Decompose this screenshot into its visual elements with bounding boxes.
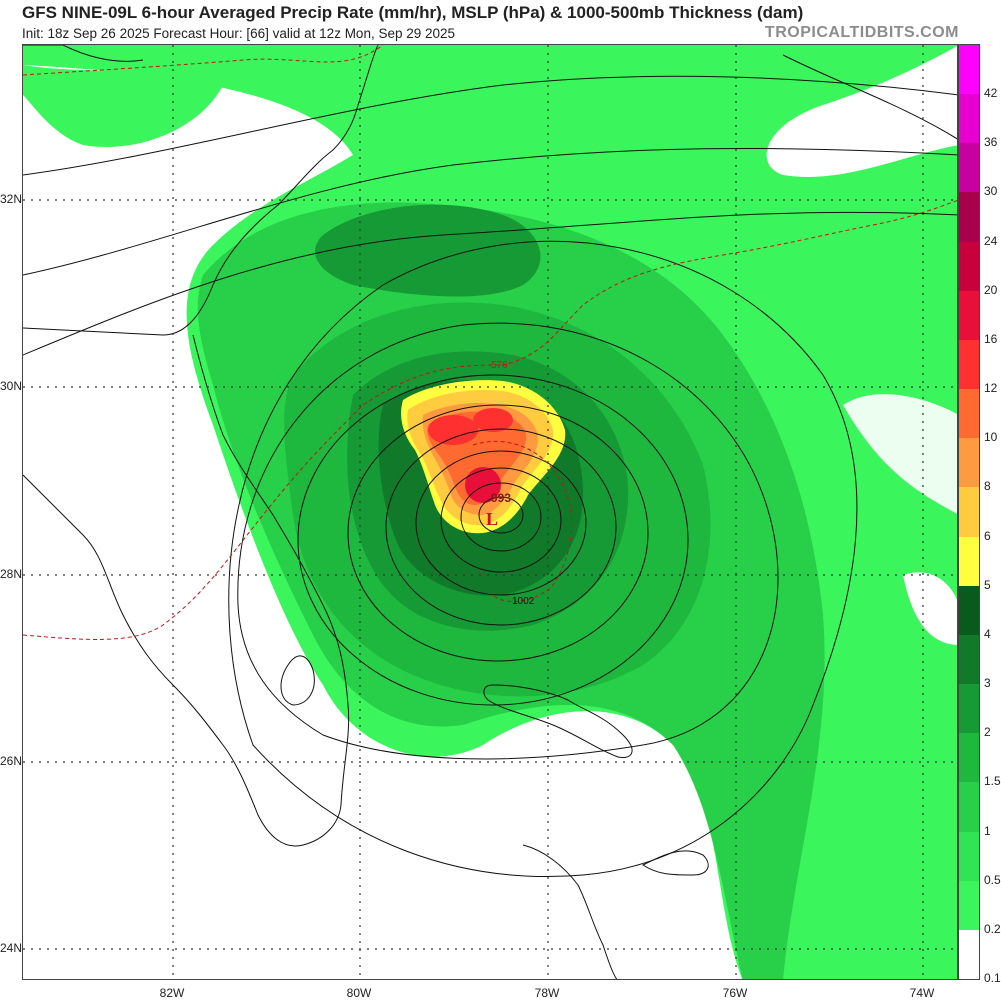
colorbar-segment (959, 536, 979, 587)
colorbar-label: 36 (984, 135, 998, 150)
colorbar-label: 5 (984, 577, 991, 592)
colorbar-label: 20 (984, 282, 998, 297)
colorbar-segment (959, 831, 979, 882)
lat-label-24n: 24N (0, 941, 23, 955)
colorbar-label: 42 (984, 86, 998, 101)
colorbar-label: 16 (984, 331, 998, 346)
isobar-label: 1002 (512, 596, 535, 607)
colorbar-segment (959, 192, 979, 243)
colorbar-segment (959, 389, 979, 439)
precip-shading (23, 45, 957, 979)
colorbar-label: 0.25 (984, 921, 1001, 936)
colorbar-segment (959, 733, 979, 783)
colorbar-segment (959, 45, 979, 95)
brand-watermark: TROPICALTIDBITS.COM (764, 24, 959, 41)
lon-label-76w: 76W (722, 986, 748, 1000)
colorbar-segment (959, 241, 979, 292)
lon-label-80w: 80W (346, 986, 372, 1000)
lon-label-74w: 74W (909, 986, 935, 1000)
colorbar-label: 10 (984, 430, 998, 445)
colorbar-label: 0.5 (984, 872, 1001, 887)
colorbar-segment (959, 339, 979, 390)
lat-label-26n: 26N (0, 754, 23, 768)
lon-label-78w: 78W (534, 986, 560, 1000)
colorbar-label: 8 (984, 479, 991, 494)
lat-label-30n: 30N (0, 379, 23, 393)
chart-title: GFS NINE-09L 6-hour Averaged Precip Rate… (22, 3, 804, 22)
precip-colorbar (958, 44, 980, 980)
colorbar-segment (959, 94, 979, 144)
colorbar-segment (959, 143, 979, 193)
colorbar-segment (959, 929, 979, 980)
map-canvas: 993 L 1002 576 (23, 45, 957, 979)
lat-label-32n: 32N (0, 192, 23, 206)
thickness-label: 576 (491, 360, 508, 371)
low-pressure-center[interactable]: 993 L (486, 491, 511, 529)
colorbar-label: 6 (984, 528, 991, 543)
coastlines (23, 45, 709, 979)
colorbar-segment (959, 684, 979, 734)
colorbar-label: 24 (984, 233, 998, 248)
colorbar-segment (959, 634, 979, 685)
colorbar-label: 12 (984, 381, 998, 396)
lat-label-28n: 28N (0, 567, 23, 581)
colorbar-segment (959, 880, 979, 931)
colorbar-label: 4 (984, 626, 991, 641)
lon-label-82w: 82W (159, 986, 185, 1000)
thickness-lines (23, 45, 957, 640)
colorbar-segment (959, 290, 979, 341)
weather-map[interactable]: 993 L 1002 576 (22, 44, 958, 980)
colorbar-label: 1.5 (984, 774, 1001, 789)
colorbar-label: 1 (984, 823, 991, 838)
colorbar-label: 3 (984, 676, 991, 691)
colorbar-label: 2 (984, 725, 991, 740)
colorbar-segment (959, 438, 979, 488)
chart-subtitle: Init: 18z Sep 26 2025 Forecast Hour: [66… (22, 26, 456, 41)
colorbar-label: 0.1 (984, 971, 1001, 985)
colorbar-segment (959, 585, 979, 636)
colorbar-segment (959, 782, 979, 833)
colorbar-label: 30 (984, 184, 998, 199)
colorbar-segment (959, 487, 979, 538)
low-symbol: L (486, 509, 498, 529)
isobars (23, 54, 957, 877)
low-pressure-value: 993 (491, 491, 511, 505)
